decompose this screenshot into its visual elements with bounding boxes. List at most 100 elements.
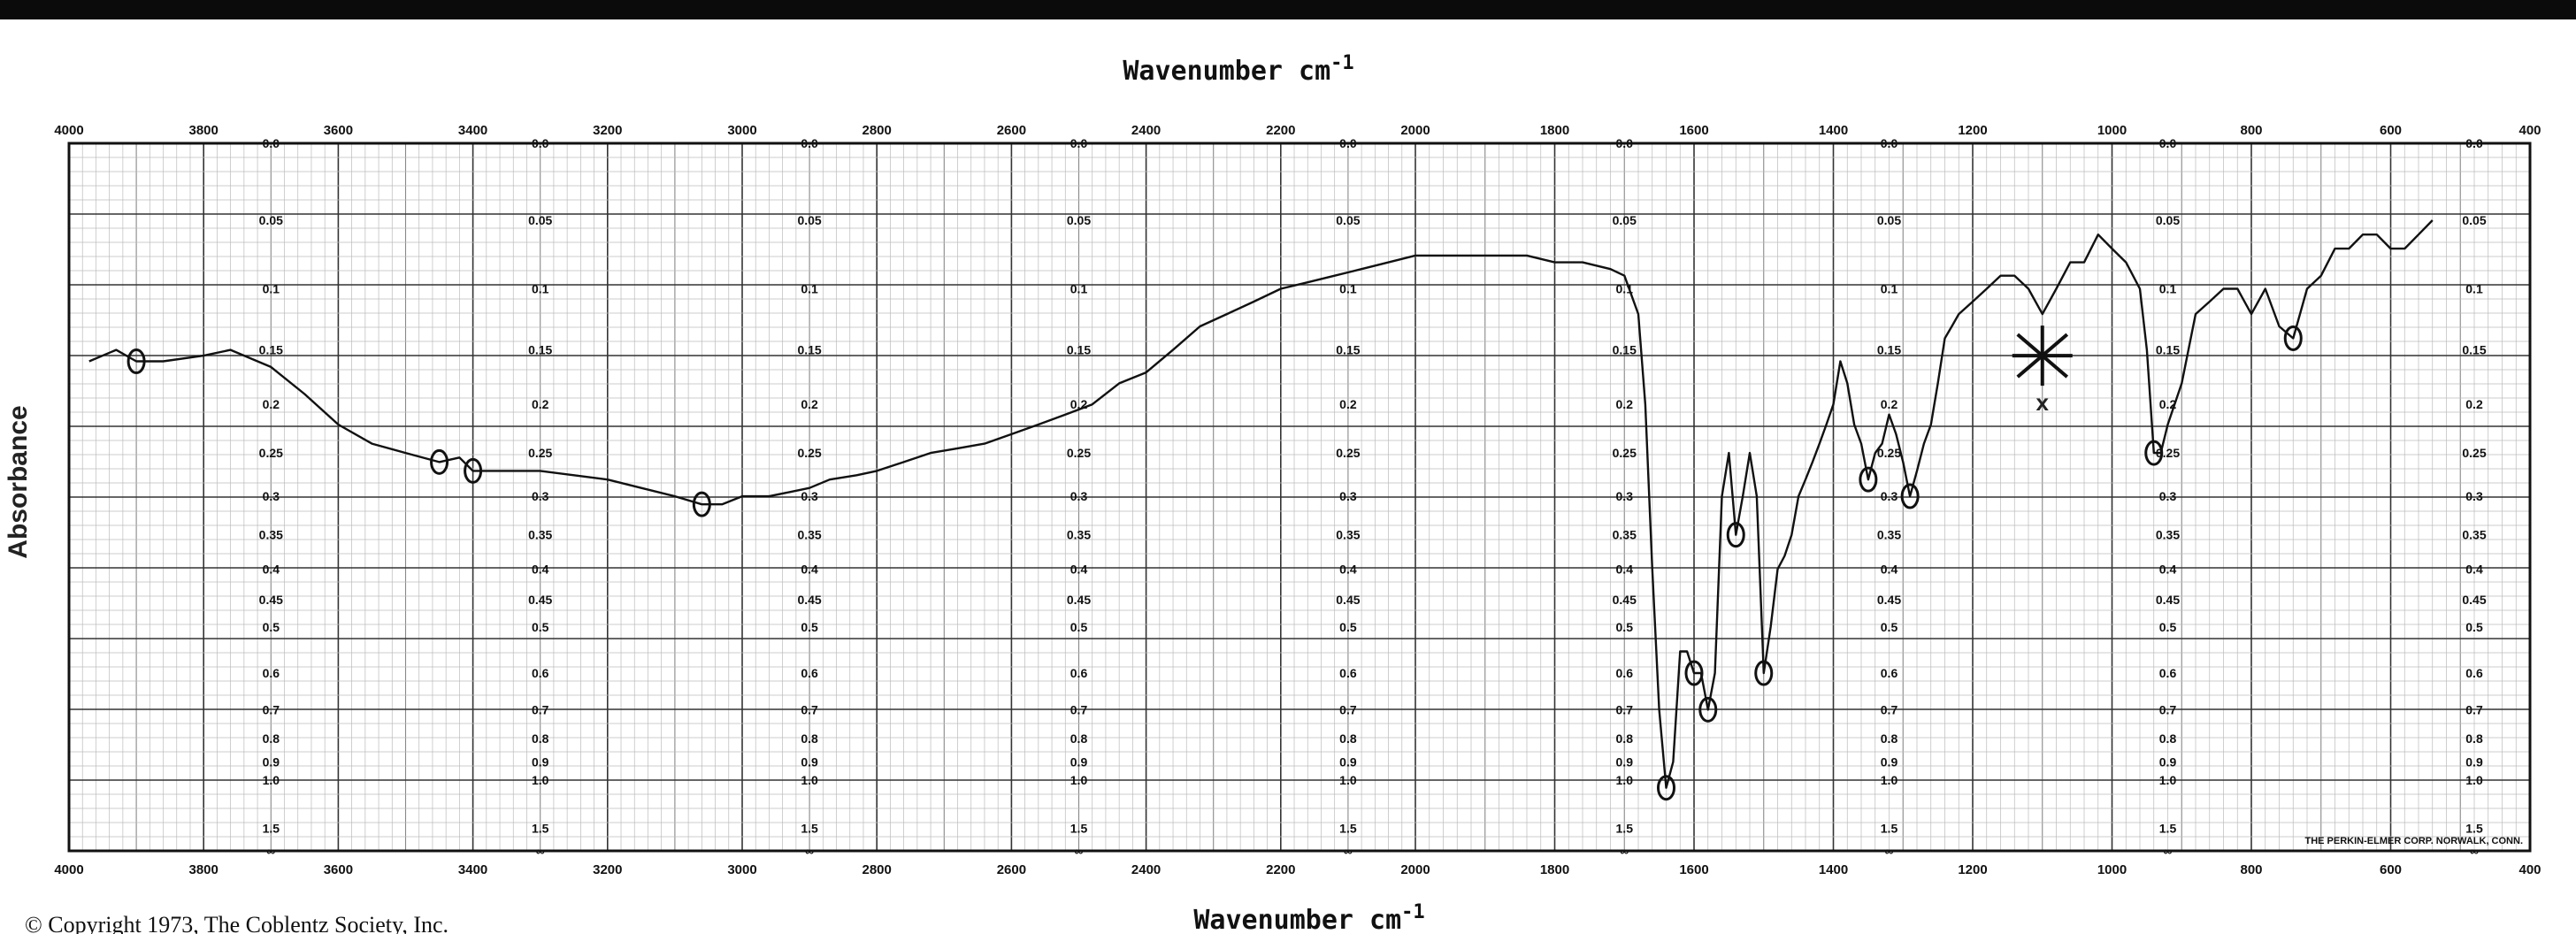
y-tick-label: 1.5 bbox=[263, 822, 280, 836]
y-tick-label: 0.8 bbox=[1616, 731, 1634, 746]
x-tick-label-top: 3800 bbox=[189, 123, 218, 138]
y-tick-label: 0.25 bbox=[1336, 446, 1360, 460]
y-tick-label: 0.2 bbox=[263, 397, 280, 411]
y-tick-label: 1.0 bbox=[2159, 773, 2177, 787]
y-tick-label: 0.2 bbox=[532, 397, 549, 411]
peak-circle-mark bbox=[1900, 483, 1920, 509]
x-tick-label-top: 2400 bbox=[1131, 123, 1161, 138]
y-tick-label: 0.35 bbox=[259, 528, 283, 542]
y-tick-label: 0.7 bbox=[1070, 702, 1088, 716]
y-tick-label: 0.25 bbox=[1613, 446, 1637, 460]
y-tick-label: 1.5 bbox=[801, 822, 818, 836]
x-tick-label-bottom: 3400 bbox=[458, 862, 487, 877]
y-tick-label: 0.05 bbox=[259, 213, 283, 227]
y-tick-label: 1.5 bbox=[1616, 822, 1634, 836]
y-tick-label: 0.1 bbox=[801, 282, 818, 296]
x-tick-label-top: 1000 bbox=[2097, 123, 2127, 138]
x-tick-label-top: 3200 bbox=[593, 123, 622, 138]
y-tick-label: 0.05 bbox=[1336, 213, 1360, 227]
y-axis-title: Absorbance bbox=[4, 405, 33, 558]
y-tick-label: 1.5 bbox=[2159, 822, 2177, 836]
x-tick-label-bottom: 1600 bbox=[1679, 862, 1708, 877]
y-tick-label: 0.4 bbox=[1339, 563, 1357, 577]
y-tick-label: 0.45 bbox=[1613, 593, 1637, 607]
y-tick-label: 0.8 bbox=[2465, 731, 2483, 746]
y-tick-label: 0.9 bbox=[532, 754, 549, 769]
peak-circle-mark bbox=[126, 348, 146, 375]
x-tick-label-bottom: 2000 bbox=[1400, 862, 1430, 877]
y-tick-label: 1.5 bbox=[1881, 822, 1898, 836]
y-tick-label: 0.4 bbox=[801, 563, 818, 577]
y-tick-label: 0.5 bbox=[1339, 620, 1357, 634]
y-tick-label: 0.35 bbox=[797, 528, 821, 542]
peak-circle-mark bbox=[2283, 325, 2303, 351]
y-tick-label: 1.5 bbox=[2465, 822, 2483, 836]
y-tick-label: 1.0 bbox=[532, 773, 549, 787]
y-tick-label: 0.25 bbox=[2462, 446, 2486, 460]
y-tick-label: 0.5 bbox=[801, 620, 818, 634]
x-tick-label-top: 600 bbox=[2380, 123, 2402, 138]
y-tick-label: 0.7 bbox=[1881, 702, 1898, 716]
x-tick-label-bottom: 3800 bbox=[189, 862, 218, 877]
y-tick-label: 0.35 bbox=[1877, 528, 1901, 542]
y-tick-label: 1.0 bbox=[2465, 773, 2483, 787]
y-tick-label: 0.7 bbox=[801, 702, 818, 716]
y-tick-label: 0.5 bbox=[2159, 620, 2177, 634]
y-tick-label: 0.6 bbox=[2159, 666, 2177, 680]
y-tick-label: 0.9 bbox=[801, 754, 818, 769]
y-tick-label: 0.45 bbox=[2462, 593, 2486, 607]
y-tick-label: 0.05 bbox=[1877, 213, 1901, 227]
copyright-text: © Copyright 1973, The Coblentz Society, … bbox=[25, 912, 448, 934]
y-tick-label: 0.05 bbox=[528, 213, 552, 227]
x-tick-label-bottom: 600 bbox=[2380, 862, 2402, 877]
y-tick-label: 0.05 bbox=[2462, 213, 2486, 227]
y-tick-label: 0.7 bbox=[1339, 702, 1357, 716]
y-tick-label: 0.45 bbox=[797, 593, 821, 607]
cross-annotation-label: x bbox=[2036, 389, 2050, 416]
peak-circle-mark bbox=[430, 448, 449, 475]
y-tick-label: 0.8 bbox=[1339, 731, 1357, 746]
y-tick-label: 0.1 bbox=[1881, 282, 1898, 296]
y-tick-label: 0.8 bbox=[1881, 731, 1898, 746]
y-tick-label: 0.5 bbox=[1881, 620, 1898, 634]
y-tick-label: 0.1 bbox=[2159, 282, 2177, 296]
x-tick-label-bottom: 2600 bbox=[997, 862, 1026, 877]
y-tick-label: 0.25 bbox=[259, 446, 283, 460]
y-tick-label: 0.2 bbox=[2159, 397, 2177, 411]
cross-annotation: x bbox=[2012, 325, 2073, 416]
x-tick-label-bottom: 2200 bbox=[1266, 862, 1295, 877]
y-tick-label: 0.45 bbox=[1336, 593, 1360, 607]
y-tick-label: 0.3 bbox=[2159, 489, 2177, 503]
y-tick-label: 0.9 bbox=[1881, 754, 1898, 769]
y-tick-label: 0.6 bbox=[1881, 666, 1898, 680]
y-tick-label: 0.3 bbox=[2465, 489, 2483, 503]
y-tick-label: 0.9 bbox=[2465, 754, 2483, 769]
y-tick-label: 0.25 bbox=[1067, 446, 1091, 460]
x-tick-label-top: 4000 bbox=[54, 123, 83, 138]
x-ticks-bottom: 4000 3800 3600 3400 3200 3000 2800 2600 2400 2200… bbox=[54, 862, 2541, 877]
x-ticks-top: 4000 3800 3600 3400 3200 3000 2800 2600 2400 2200… bbox=[54, 123, 2541, 138]
x-tick-label-top: 3000 bbox=[727, 123, 756, 138]
peak-circle-mark bbox=[464, 457, 483, 484]
x-tick-label-bottom: 4000 bbox=[54, 862, 83, 877]
y-tick-label: 0.7 bbox=[532, 702, 549, 716]
bottom-axis-title-sup: -1 bbox=[1401, 901, 1425, 923]
y-tick-label: 0.3 bbox=[532, 489, 549, 503]
x-tick-label-top: 1800 bbox=[1540, 123, 1569, 138]
y-tick-label: 0.1 bbox=[1070, 282, 1088, 296]
y-tick-label: 1.5 bbox=[1339, 822, 1357, 836]
y-axis-title-text: Absorbance bbox=[4, 405, 33, 558]
bottom-axis-title-text: Wavenumber cm bbox=[1193, 905, 1401, 934]
y-tick-label: 0.4 bbox=[2159, 563, 2177, 577]
y-tick-label: 0.9 bbox=[1339, 754, 1357, 769]
plot-frame bbox=[67, 142, 2532, 853]
y-tick-label: 0.15 bbox=[2462, 343, 2486, 357]
y-tick-label: 0.2 bbox=[2465, 397, 2483, 411]
y-tick-label: 0.35 bbox=[528, 528, 552, 542]
y-tick-label: 0.9 bbox=[1070, 754, 1088, 769]
y-tick-label: 0.25 bbox=[797, 446, 821, 460]
x-tick-label-top: 1200 bbox=[1958, 123, 1987, 138]
y-tick-label: 0.4 bbox=[532, 563, 549, 577]
x-tick-label-bottom: 1400 bbox=[1819, 862, 1848, 877]
